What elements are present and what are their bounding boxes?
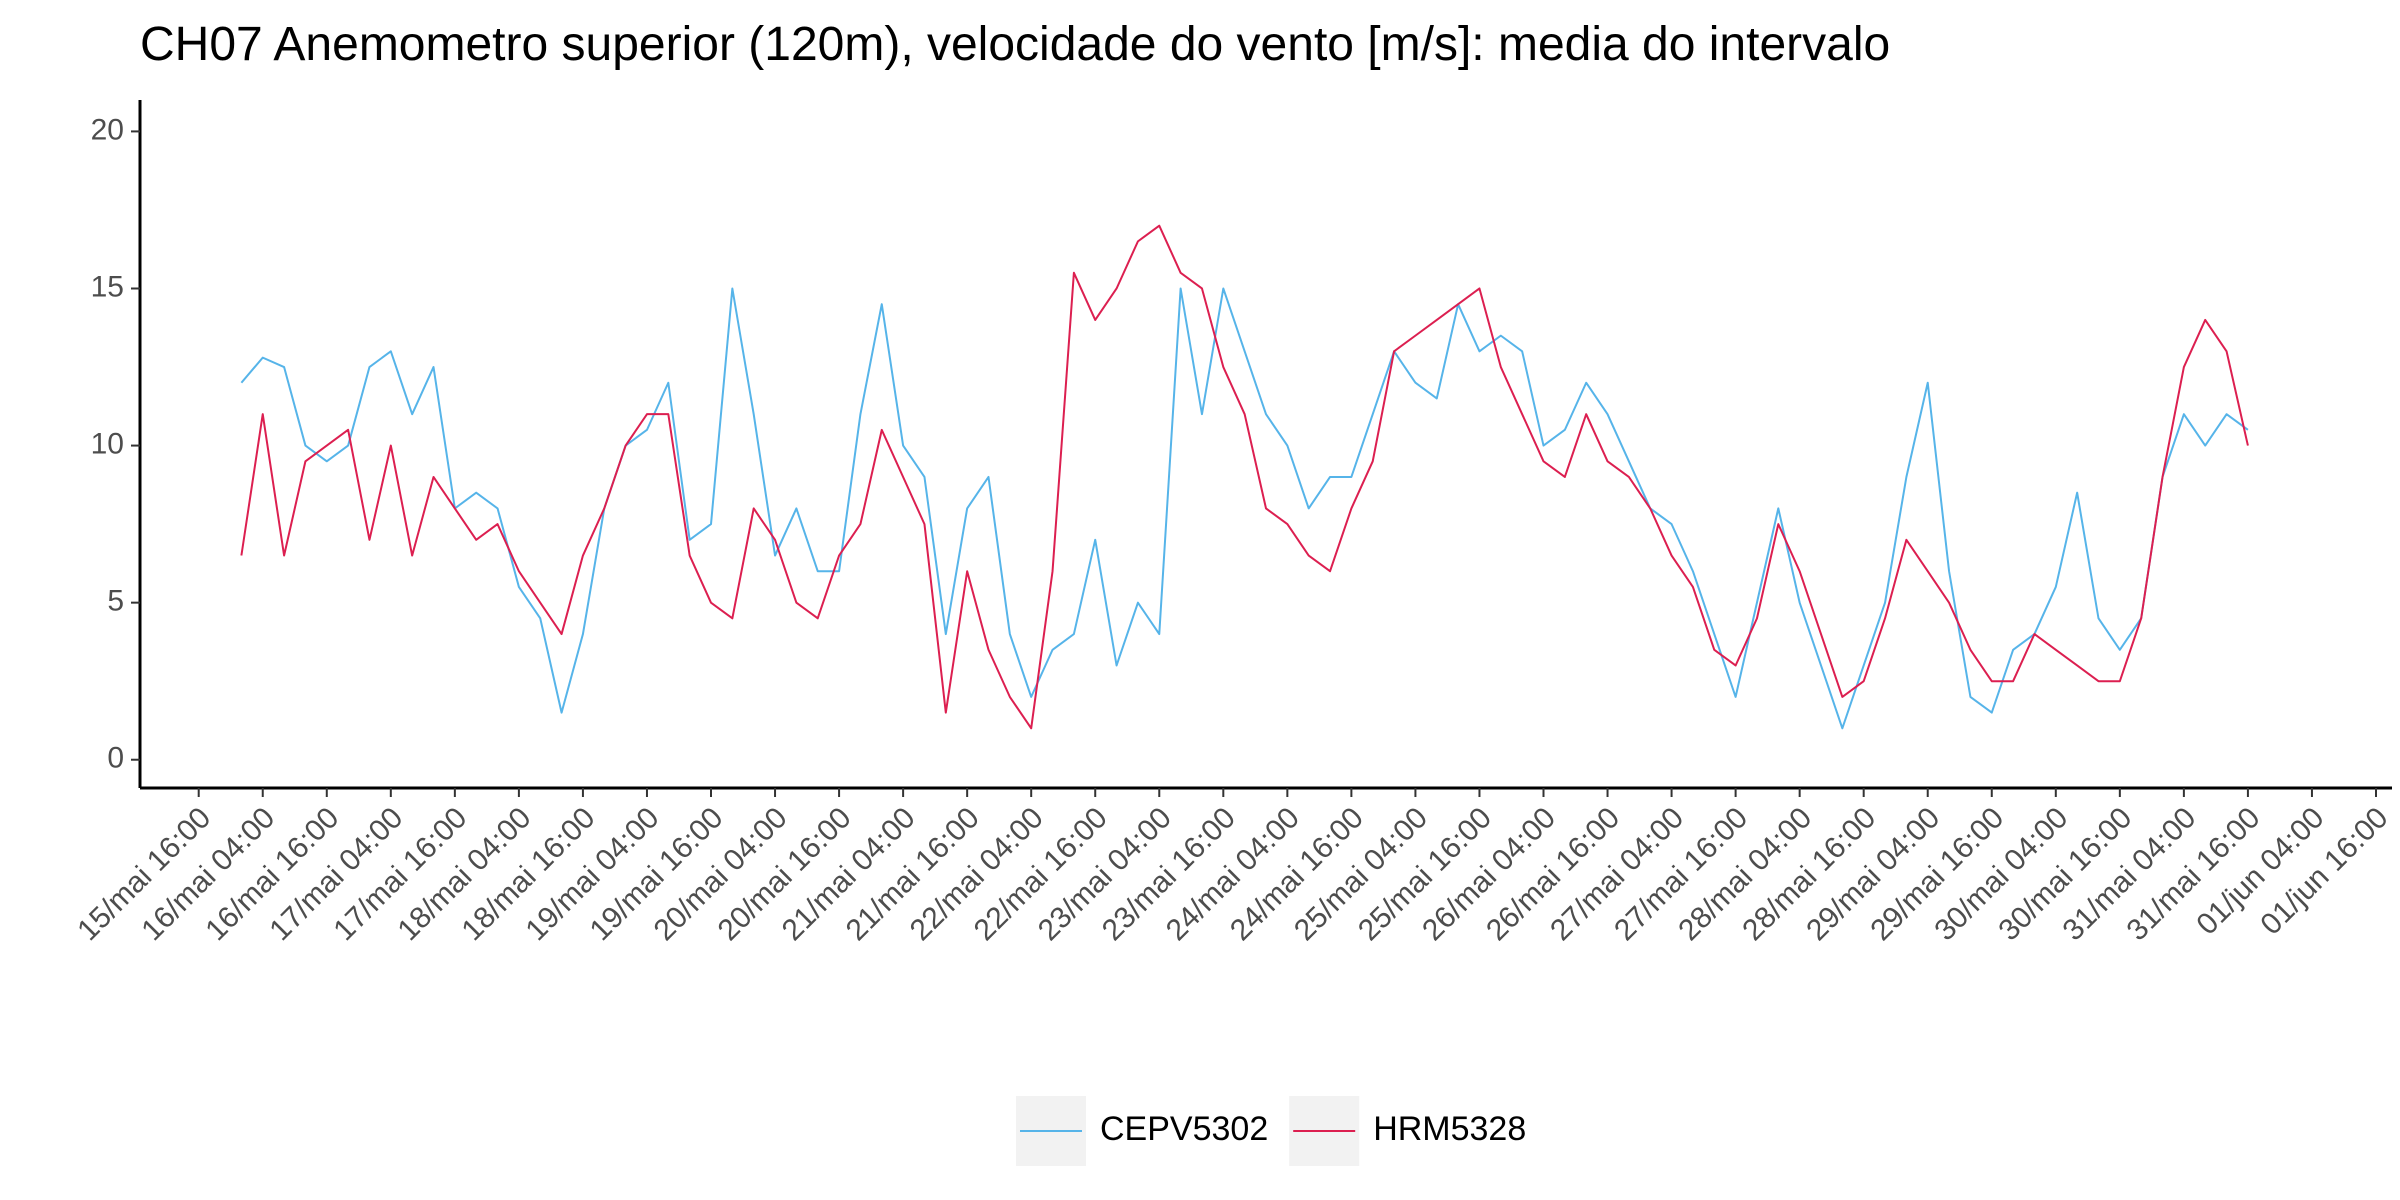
y-tick-label: 15 bbox=[91, 270, 124, 303]
y-tick-label: 0 bbox=[107, 742, 124, 775]
legend-label: HRM5328 bbox=[1373, 1110, 1526, 1148]
chart-title: CH07 Anemometro superior (120m), velocid… bbox=[140, 18, 1890, 71]
series-line bbox=[240, 287, 2249, 730]
series-line bbox=[240, 224, 2249, 730]
y-tick-label: 5 bbox=[107, 585, 124, 618]
legend-label: CEPV5302 bbox=[1100, 1110, 1268, 1148]
y-tick-label: 10 bbox=[91, 427, 124, 460]
y-tick-label: 20 bbox=[91, 113, 124, 146]
